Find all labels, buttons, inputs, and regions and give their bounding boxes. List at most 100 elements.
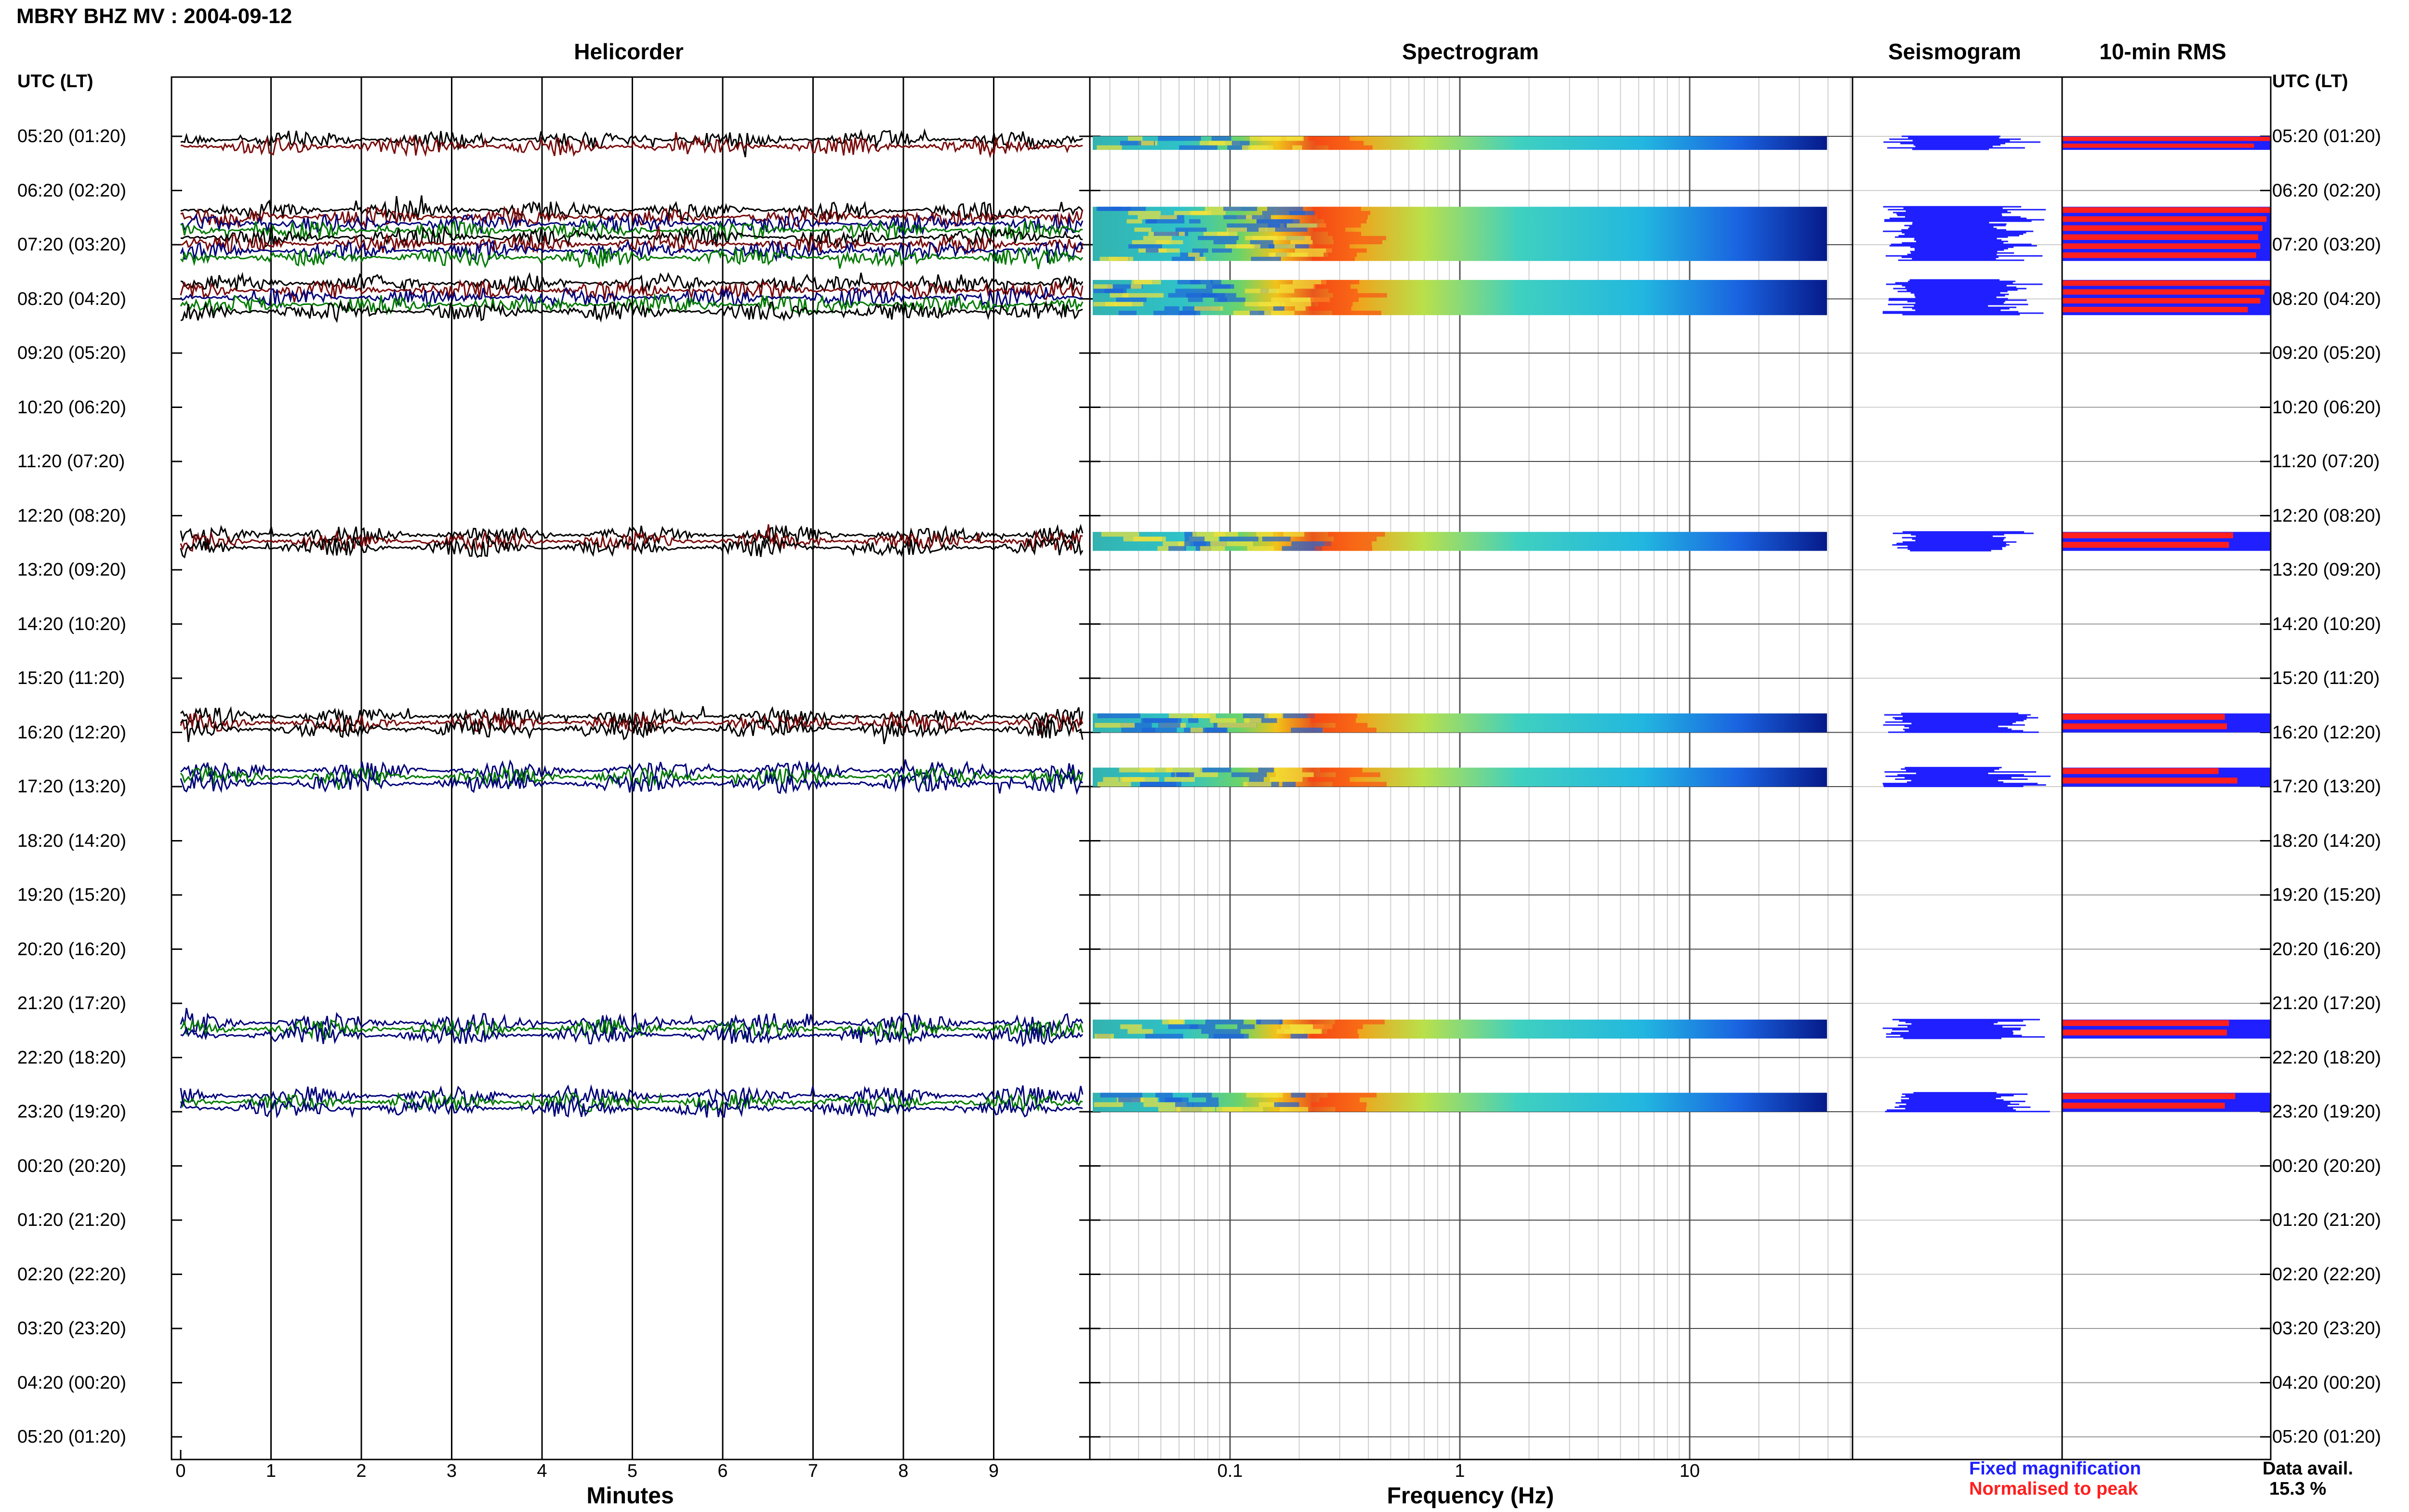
row-label-right: 15:20 (11:20)	[2272, 668, 2380, 688]
spectrogram-hotspot	[1314, 244, 1350, 249]
spectrogram-speckle	[1158, 1107, 1181, 1112]
row-label-right: 08:20 (04:20)	[2272, 289, 2382, 309]
spectrogram-speckle	[1223, 215, 1253, 220]
spectrogram-speckle	[1179, 145, 1218, 150]
row-label-right: 21:20 (17:20)	[2272, 993, 2382, 1013]
spectrogram-speckle	[1164, 777, 1195, 782]
spectrogram-speckle	[1175, 772, 1218, 777]
row-label-right: 23:20 (19:20)	[2272, 1102, 2382, 1122]
rms-normalised-bar	[2062, 768, 2219, 774]
helicorder-tick-label: 4	[537, 1461, 547, 1481]
spectrogram-speckle	[1139, 767, 1173, 773]
row-label-right: 04:20 (00:20)	[2272, 1372, 2382, 1393]
helicorder-trace	[180, 717, 1084, 744]
spectrogram-xlabel: Frequency (Hz)	[1387, 1483, 1554, 1509]
spectrogram-hotspot	[1317, 223, 1361, 228]
spectrogram-speckle	[1250, 240, 1273, 245]
helicorder-xlabel: Minutes	[586, 1483, 674, 1509]
spectrogram-speckle	[1291, 1092, 1306, 1098]
spectrogram-speckle	[1130, 284, 1142, 289]
spectrogram-speckle	[1168, 1024, 1198, 1029]
spectrogram-hotspot	[1324, 219, 1367, 224]
legend-fixed-magnification: Fixed magnification	[1969, 1459, 2141, 1479]
spectrogram-speckle	[1263, 1092, 1279, 1098]
spectrogram-speckle	[1218, 297, 1245, 302]
spectrogram-speckle	[1128, 136, 1143, 141]
spectrogram-speckle	[1103, 777, 1119, 782]
spectrogram-speckle	[1101, 532, 1139, 537]
spectrogram-speckle	[1176, 1107, 1215, 1112]
row-label-right: 16:20 (12:20)	[2272, 722, 2382, 743]
helicorder-tick-label: 2	[356, 1461, 367, 1481]
spectrogram-speckle	[1219, 537, 1258, 541]
spectrogram-hotspot	[1310, 718, 1356, 723]
helicorder-tick-label: 9	[988, 1461, 999, 1481]
spectrogram-tick-label: 1	[1455, 1461, 1465, 1481]
spectrogram-speckle	[1217, 232, 1229, 236]
helicorder-trace	[180, 524, 1083, 552]
spectrogram-hotspot	[1312, 207, 1361, 211]
spectrogram-hotspot	[1312, 257, 1355, 261]
spectrogram-speckle	[1258, 227, 1275, 232]
row-label-left: 13:20 (09:20)	[17, 560, 127, 580]
seismogram-trace	[1882, 279, 2044, 316]
rms-normalised-bar	[2062, 289, 2265, 295]
spectrogram-speckle	[1146, 248, 1159, 253]
row-label-left: 18:20 (14:20)	[17, 830, 127, 851]
spectrogram-speckle	[1262, 537, 1291, 541]
row-label-left: 05:20 (01:20)	[17, 126, 127, 146]
spectrogram-hotspot	[1323, 727, 1377, 733]
spectrogram-speckle	[1120, 1024, 1142, 1029]
data-layer	[180, 128, 2271, 1118]
spectrogram-speckle	[1189, 219, 1201, 224]
spectrogram-speckle	[1282, 713, 1315, 718]
spectrogram-speckle	[1205, 1019, 1244, 1025]
spectrogram-speckle	[1114, 302, 1143, 306]
spectrogram-hotspot	[1336, 772, 1380, 777]
spectrogram-speckle	[1258, 1102, 1279, 1107]
row-label-right: 18:20 (14:20)	[2272, 830, 2382, 851]
spectrogram-speckle	[1165, 767, 1203, 773]
row-label-left: 16:20 (12:20)	[17, 722, 127, 743]
spectrogram-speckle	[1201, 1029, 1241, 1034]
row-label-left: 00:20 (20:20)	[17, 1156, 127, 1176]
helicorder-trace	[180, 128, 1083, 158]
row-label-right: 13:20 (09:20)	[2272, 560, 2382, 580]
spectrogram-speckle	[1120, 723, 1152, 728]
spectrogram-speckle	[1292, 145, 1302, 150]
rms-title: 10-min RMS	[2099, 39, 2226, 64]
spectrogram-hotspot	[1315, 546, 1373, 551]
spectrogram-speckle	[1095, 723, 1135, 728]
spectrogram-speckle	[1141, 141, 1154, 145]
spectrogram-tick-label: 0.1	[1217, 1461, 1243, 1481]
spectrogram-speckle	[1249, 718, 1277, 723]
spectrogram-tick-label: 10	[1679, 1461, 1700, 1481]
spectrogram-speckle	[1245, 289, 1279, 293]
right-axis-header: UTC (LT)	[2272, 71, 2348, 92]
spectrogram-speckle	[1118, 1097, 1141, 1103]
spectrogram-speckle	[1153, 311, 1196, 316]
spectrogram-hotspot	[1328, 145, 1373, 150]
spectrogram-speckle	[1227, 223, 1270, 228]
row-label-right: 00:20 (20:20)	[2272, 1156, 2382, 1176]
helicorder-tick-label: 8	[898, 1461, 909, 1481]
rms-normalised-bar	[2062, 777, 2237, 784]
helicorder-title: Helicorder	[574, 39, 684, 64]
helicorder-trace	[180, 1093, 1083, 1118]
helicorder-trace	[180, 711, 1084, 735]
spectrogram-speckle	[1200, 767, 1231, 773]
row-label-right: 05:20 (01:20)	[2272, 126, 2382, 146]
spectrogram-speckle	[1295, 306, 1306, 311]
spectrogram-speckle	[1156, 240, 1172, 245]
spectrogram-speckle	[1222, 1107, 1263, 1112]
row-label-right: 11:20 (07:20)	[2272, 451, 2380, 472]
spectrogram-hotspot	[1311, 1102, 1367, 1107]
spectrogram-speckle	[1132, 240, 1171, 245]
spectrogram-speckle	[1192, 532, 1226, 537]
spectrogram-speckle	[1190, 1024, 1216, 1029]
panel-frame	[2061, 76, 2272, 1460]
helicorder-tick-label: 3	[446, 1461, 457, 1481]
spectrogram-speckle	[1104, 289, 1127, 293]
spectrogram-speckle	[1291, 727, 1323, 733]
spectrogram-speckle	[1177, 772, 1194, 777]
